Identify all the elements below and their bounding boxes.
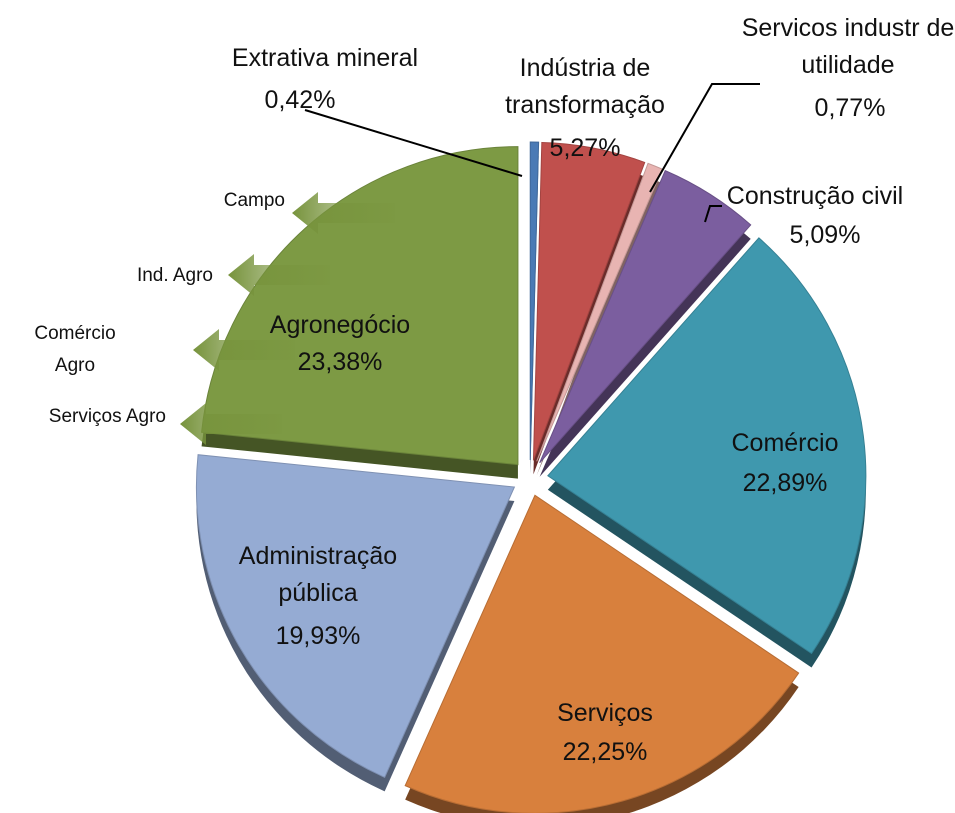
value-label: 0,42% (264, 86, 336, 114)
category-label: Extrativa mineral (231, 44, 419, 72)
leader-lines (304, 83, 760, 223)
value-label: 23,38% (297, 348, 383, 376)
leader-line (649, 83, 760, 193)
arrow (228, 254, 330, 296)
slice (201, 146, 519, 466)
leader-line (304, 109, 523, 177)
category-label: Comércio (731, 429, 839, 457)
category-label: Servicos industr de utilidade (741, 14, 955, 79)
slice (404, 494, 800, 813)
value-label: 5,09% (789, 221, 861, 249)
value-label: 19,93% (275, 622, 361, 650)
slice (532, 141, 646, 461)
slice (539, 169, 752, 464)
slice (529, 141, 540, 461)
value-label: 0,77% (814, 94, 886, 122)
arrow (180, 403, 282, 445)
sub-label: Comércio Agro (34, 323, 116, 376)
category-label: Administração pública (238, 542, 398, 607)
arrow (292, 192, 395, 234)
leader-line (704, 205, 722, 223)
category-label: Indústria de transformação (505, 54, 665, 119)
value-label: 5,27% (549, 134, 621, 162)
arrows (180, 192, 395, 445)
category-label: Serviços (557, 699, 653, 727)
sub-label: Serviços Agro (48, 406, 166, 427)
sub-label: Ind. Agro (136, 265, 213, 286)
slices (195, 141, 867, 813)
slice (547, 237, 867, 655)
category-label: Construção civil (726, 182, 904, 210)
value-label: 22,89% (742, 469, 828, 497)
sub-label: Campo (223, 190, 285, 211)
slice (195, 454, 516, 778)
arrow (193, 329, 295, 371)
value-label: 22,25% (562, 738, 648, 766)
category-label: Agronegócio (269, 311, 411, 339)
